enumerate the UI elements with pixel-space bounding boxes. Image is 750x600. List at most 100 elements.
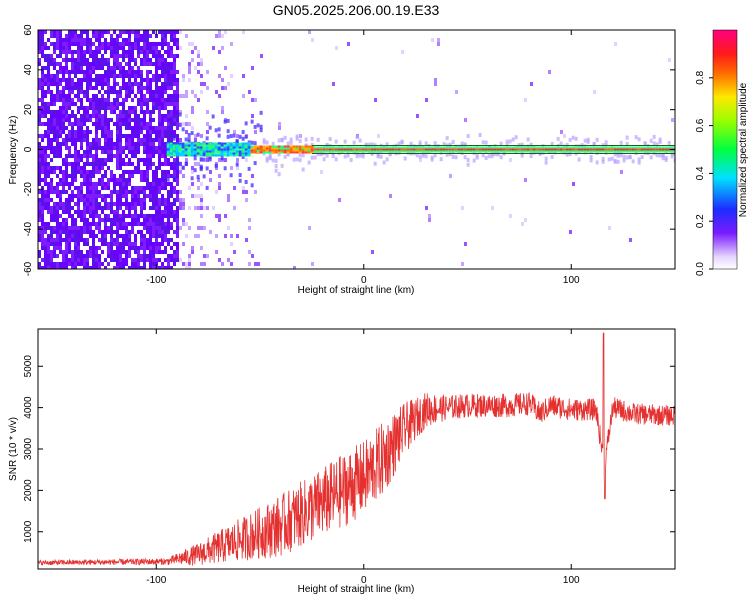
spectrogram-cell xyxy=(44,206,47,210)
spectrogram-cell xyxy=(92,190,95,194)
spectrogram-cell xyxy=(59,202,62,206)
spectrogram-cell xyxy=(137,118,140,122)
spectrogram-cell xyxy=(631,150,635,153)
spectrogram-cell xyxy=(173,82,176,86)
spectrogram-cell xyxy=(104,198,107,202)
spectrogram-cell xyxy=(128,202,131,206)
spectrogram-cell xyxy=(140,74,143,78)
spectrogram-cell xyxy=(448,150,452,153)
spectrogram-cell xyxy=(541,148,545,151)
spectrogram-cell xyxy=(499,141,503,146)
spectrogram-cell xyxy=(38,182,41,186)
spectrogram-cell xyxy=(119,206,122,210)
spectrogram-cell xyxy=(116,54,119,58)
spectrogram-cell xyxy=(89,222,92,226)
spectrogram-cell xyxy=(167,258,170,262)
spectrogram-cell xyxy=(50,34,53,38)
spectrogram-cell xyxy=(229,142,233,145)
spectrogram-cell xyxy=(464,242,467,246)
spectrogram-cell xyxy=(164,82,167,86)
spectrogram-cell xyxy=(86,150,89,154)
spectrogram-cell xyxy=(569,230,572,234)
spectrogram-cell xyxy=(430,148,434,151)
spectrogram-cell xyxy=(583,150,587,155)
spectrogram-cell xyxy=(152,106,155,110)
spectrogram-cell xyxy=(104,90,107,94)
spectrogram-cell xyxy=(137,250,140,254)
spectrogram-cell xyxy=(152,254,155,258)
spectrogram-cell xyxy=(206,122,209,126)
spectrogram-cell xyxy=(161,226,164,230)
spectrogram-cell xyxy=(149,154,152,158)
spectrogram-cell xyxy=(236,166,239,170)
spectrogram-cell xyxy=(580,148,584,151)
spectrogram-cell xyxy=(56,230,59,234)
spectrogram-cell xyxy=(80,50,83,54)
spectrogram-cell xyxy=(184,161,188,166)
spectrogram-cell xyxy=(161,242,164,246)
spectrogram-cell xyxy=(59,266,62,269)
spectrogram-cell xyxy=(47,102,50,106)
spectrogram-cell xyxy=(44,94,47,98)
spectrogram-cell xyxy=(487,146,491,149)
spectrogram-cell xyxy=(340,150,344,153)
spectrogram-cell xyxy=(122,46,125,50)
spectrogram-cell xyxy=(517,150,521,153)
spectrogram-cell xyxy=(137,134,140,138)
spectrogram-cell xyxy=(655,148,659,151)
spectrogram-cell xyxy=(53,74,56,78)
spectrogram-cell xyxy=(119,134,122,138)
spectrogram-cell xyxy=(95,106,98,110)
spectrogram-cell xyxy=(161,262,164,266)
spectrogram-cell xyxy=(101,62,104,66)
spectrogram-cell xyxy=(107,130,110,134)
spectrogram-cell xyxy=(38,190,41,194)
spectrogram-cell xyxy=(158,54,161,58)
spectrogram-cell xyxy=(92,262,95,266)
spectrogram-cell xyxy=(149,150,152,154)
spectrogram-cell xyxy=(62,102,65,106)
spectrogram-cell xyxy=(583,146,587,149)
spectrogram-cell xyxy=(134,58,137,62)
spectrogram-cell xyxy=(172,150,176,153)
spectrogram-cell xyxy=(71,114,74,118)
spectrogram-cell xyxy=(230,166,233,170)
spectrogram-cell xyxy=(149,214,152,218)
spectrogram-cell xyxy=(571,148,575,151)
spectrogram-cell xyxy=(361,150,365,153)
spectrogram-cell xyxy=(451,154,455,159)
spectrogram-cell xyxy=(137,34,140,38)
spectrogram-cell xyxy=(428,214,431,218)
spectrogram-cell xyxy=(137,138,140,142)
spectrogram-cell xyxy=(176,118,179,122)
spectrogram-cell xyxy=(472,148,476,151)
spectrogram-cell xyxy=(167,94,170,98)
spectrogram-cell xyxy=(74,218,77,222)
spectrogram-cell xyxy=(92,66,95,70)
spectrogram-cell xyxy=(304,147,308,150)
spectrogram-cell xyxy=(50,98,53,102)
spectrogram-cell xyxy=(95,110,98,114)
spectrogram-cell xyxy=(47,62,50,66)
spectrogram-cell xyxy=(62,238,65,242)
spectrogram-cell xyxy=(412,146,416,149)
spectrogram-cell xyxy=(41,94,44,98)
spectrogram-cell xyxy=(77,70,80,74)
spectrogram-cell xyxy=(56,138,59,142)
spectrogram-cell xyxy=(155,202,158,206)
spectrogram-cell xyxy=(661,148,665,151)
spectrogram-cell xyxy=(92,50,95,54)
spectrogram-cell xyxy=(110,258,113,262)
spectrogram-cell xyxy=(167,170,170,174)
spectrogram-cell xyxy=(74,122,77,126)
spectrogram-cell xyxy=(47,130,50,134)
spectrogram-cell xyxy=(71,38,74,42)
spectrogram-cell xyxy=(101,118,104,122)
spectrogram-cell xyxy=(122,50,125,54)
spectrogram-cell xyxy=(92,238,95,242)
colorbar xyxy=(712,29,738,270)
spectrogram-cell xyxy=(292,157,296,162)
spectrogram-cell xyxy=(89,194,92,198)
spectrogram-cell xyxy=(98,162,101,166)
spectrogram-cell xyxy=(236,234,239,238)
